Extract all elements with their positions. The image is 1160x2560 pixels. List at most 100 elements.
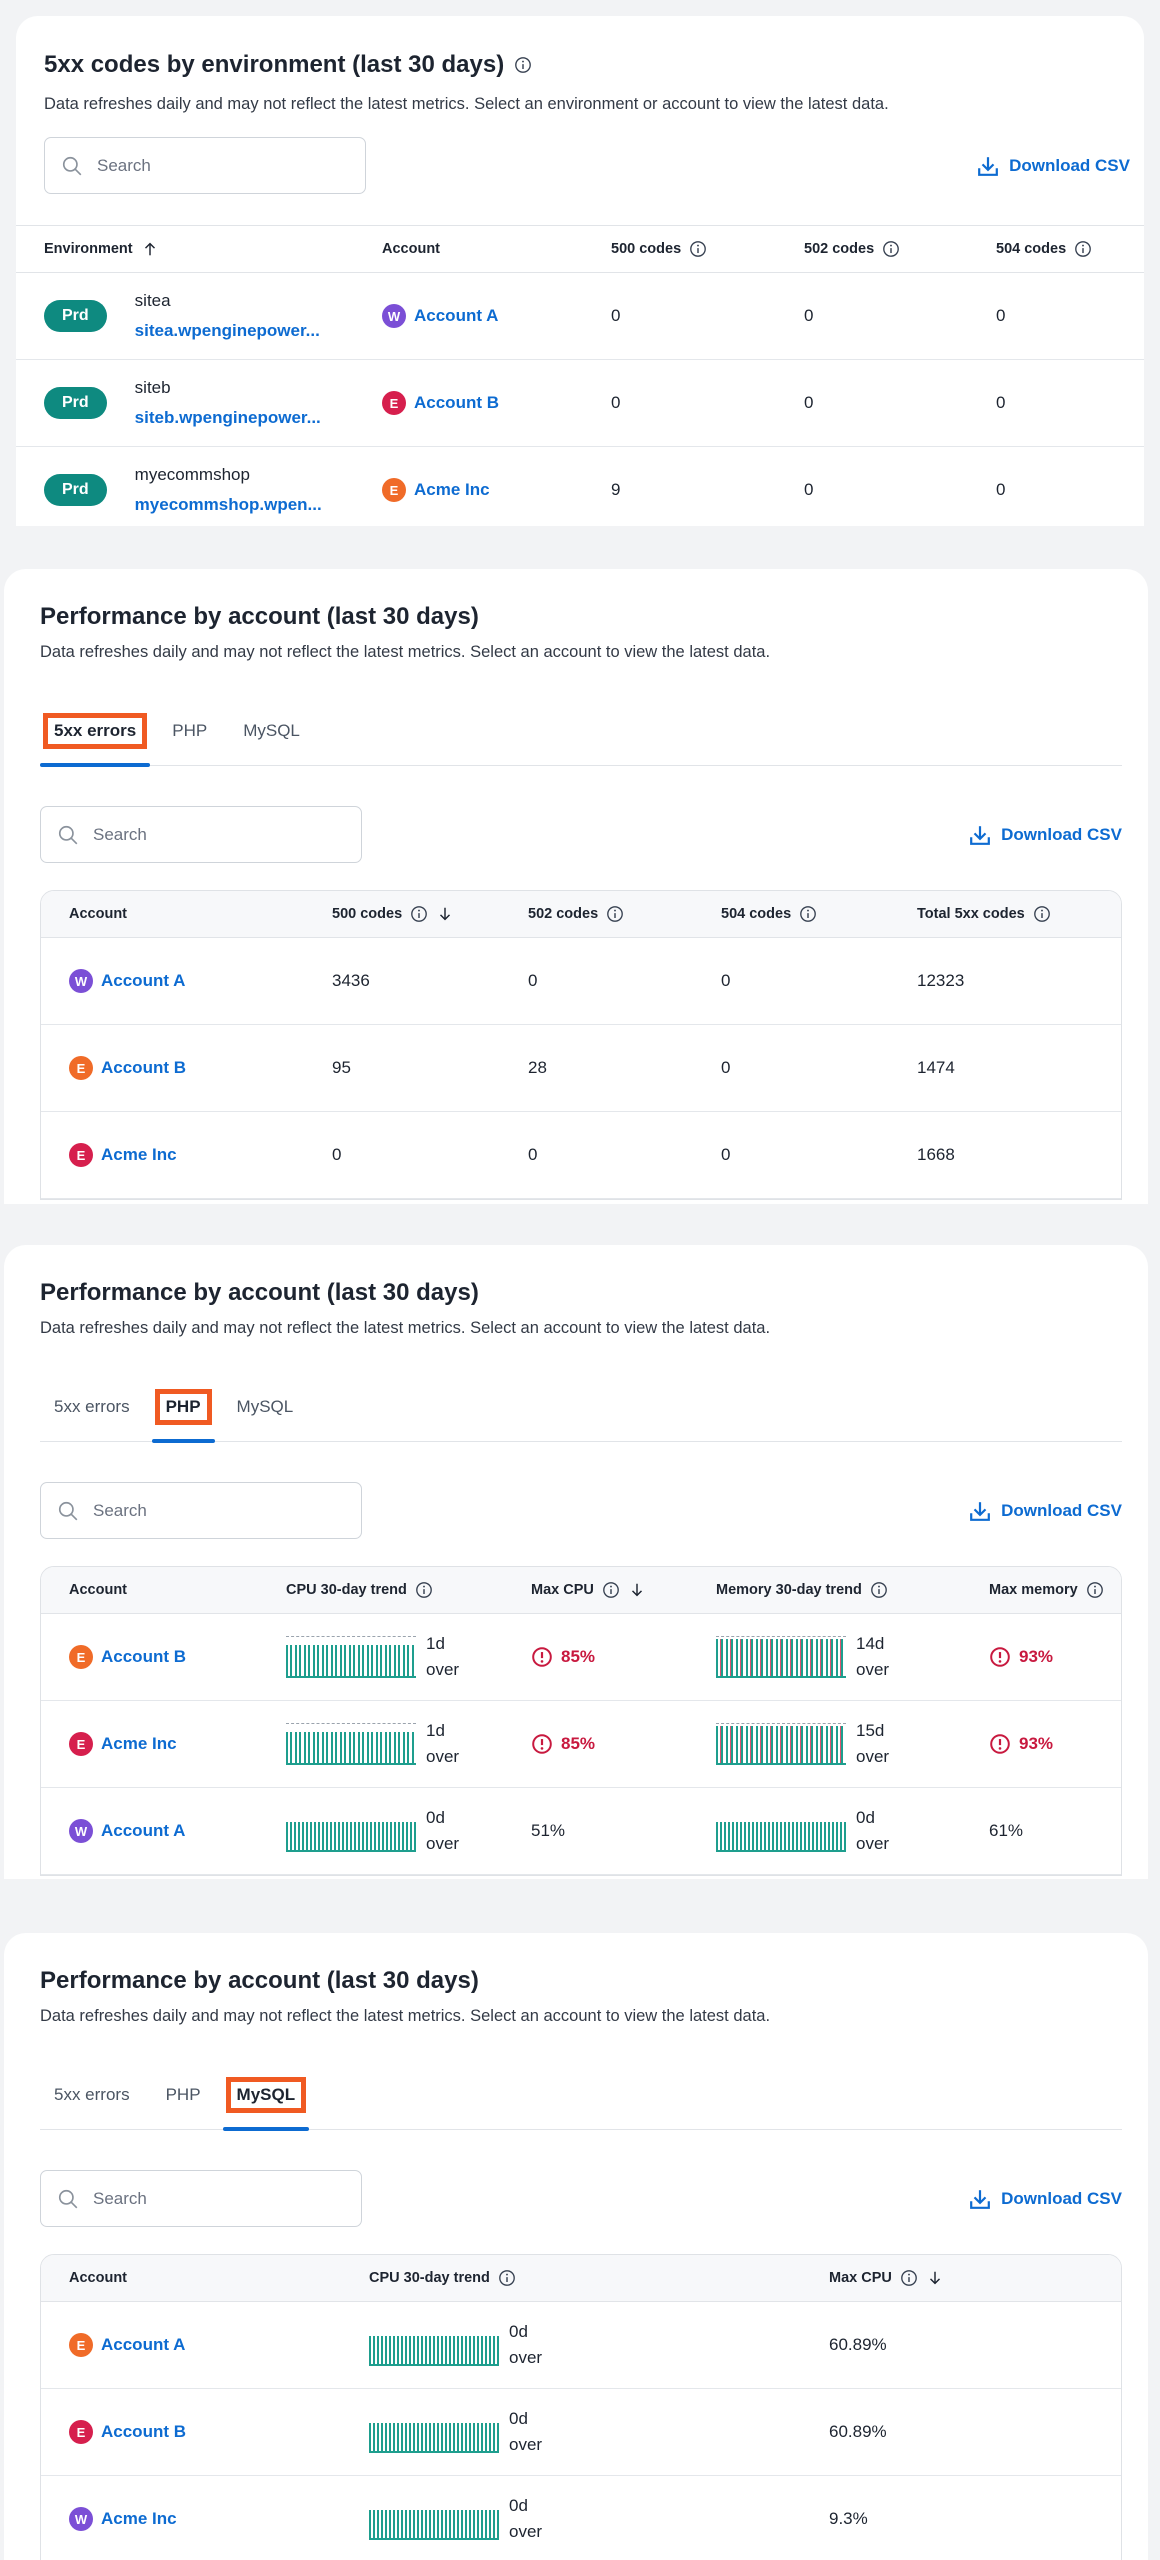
download-button[interactable]: Download CSV [969, 1500, 1122, 1522]
account-link[interactable]: Account A [101, 2335, 186, 2354]
data-table: Account CPU 30-day trend Max CPU E Account A… [40, 2254, 1122, 2560]
column-header: Max memory [989, 1581, 1121, 1599]
search-box[interactable]: Search [40, 1482, 362, 1539]
account-link[interactable]: Acme Inc [101, 2509, 177, 2528]
tab[interactable]: PHP [158, 697, 221, 765]
metric-value: 9.3% [829, 2509, 868, 2528]
metric-value: 93% [1019, 1734, 1054, 1753]
column-header: Memory 30-day trend [716, 1581, 989, 1599]
account-link[interactable]: Account A [101, 971, 186, 990]
environment-cell: Prd siteb siteb.wpenginepower... [16, 378, 382, 428]
account-link[interactable]: Account B [101, 1058, 186, 1077]
table-row: E Acme Inc 1d over 85% 15d over 93% [41, 1701, 1121, 1788]
account-cell: E Account A [41, 2333, 369, 2357]
info-icon [1033, 906, 1050, 922]
table-header: Account 500 codes 502 codes 504 codes Total … [41, 891, 1121, 938]
site-domain[interactable]: sitea.wpenginepower... [134, 321, 320, 340]
account-cell: W Account A [41, 1819, 286, 1843]
account-link[interactable]: Account B [101, 1647, 186, 1666]
metric-value: 0 [804, 306, 814, 325]
column-header[interactable]: 500 codes [332, 905, 528, 923]
search-box[interactable]: Search [40, 806, 362, 863]
info-icon [900, 2270, 917, 2286]
metric-value: 3436 [332, 971, 370, 990]
column-header[interactable]: Max CPU [531, 1581, 716, 1599]
account-avatar: W [69, 2507, 93, 2531]
account-link[interactable]: Acme Inc [101, 1734, 177, 1753]
metric-cell: 0 [332, 1145, 528, 1165]
sparkline [286, 1810, 416, 1852]
account-avatar: E [69, 1056, 93, 1080]
account-link[interactable]: Acme Inc [414, 480, 490, 499]
tab[interactable]: PHP [151, 1373, 215, 1443]
column-header: 502 codes [804, 240, 996, 258]
sparkline [716, 1723, 846, 1765]
table-row: W Account A 3436 0 0 12323 [41, 938, 1121, 1025]
tab[interactable]: MySQL [223, 1373, 308, 1441]
trend-cell: 0d over [369, 2493, 829, 2545]
site-domain[interactable]: siteb.wpenginepower... [134, 408, 321, 427]
site-domain[interactable]: myecommshop.wpen... [134, 495, 322, 514]
tab-label: PHP [172, 721, 208, 740]
download-icon [970, 1501, 990, 1521]
panel: Performance by account (last 30 days) Dat… [4, 569, 1148, 1204]
column-header: CPU 30-day trend [369, 2269, 829, 2287]
tab-label: PHP [154, 1389, 212, 1425]
trend-label: 0d over [509, 2496, 543, 2541]
metric-value: 1474 [917, 1058, 955, 1077]
column-label: 502 codes [528, 906, 599, 922]
search-icon [62, 156, 82, 175]
table-row: Prd siteb siteb.wpenginepower... E Account B… [16, 360, 1144, 447]
column-label: CPU 30-day trend [369, 2270, 490, 2286]
toolbar: Search Download CSV [44, 137, 1130, 194]
metric-cell: 0 [996, 480, 1144, 500]
column-header[interactable]: Max CPU [829, 2269, 1121, 2287]
site-name: myecommshop [134, 465, 250, 484]
account-link[interactable]: Account B [414, 393, 499, 412]
tab[interactable]: PHP [152, 2061, 215, 2129]
tab-bar: 5xx errors PHP MySQL [40, 2061, 1122, 2131]
table-row: W Account A 0d over 51% 0d over 61% [41, 1788, 1121, 1875]
column-header: 504 codes [721, 905, 917, 923]
info-icon [602, 1582, 619, 1598]
tab[interactable]: 5xx errors [40, 697, 151, 767]
search-box[interactable]: Search [40, 2170, 362, 2227]
tab-label: PHP [165, 2085, 201, 2104]
column-label: Account [69, 906, 127, 922]
tab[interactable]: MySQL [222, 2061, 310, 2131]
search-placeholder: Search [93, 824, 147, 844]
table-header: Account CPU 30-day trend Max CPU [41, 2255, 1121, 2302]
column-label: Account [69, 2270, 127, 2286]
data-table: Account 500 codes 502 codes 504 codes Total … [40, 890, 1122, 1200]
account-avatar: E [69, 1645, 93, 1669]
column-label: Environment [44, 241, 133, 257]
account-cell: E Account B [41, 1056, 332, 1080]
download-button[interactable]: Download CSV [977, 155, 1130, 177]
download-button[interactable]: Download CSV [969, 824, 1122, 846]
download-button[interactable]: Download CSV [969, 2188, 1122, 2210]
account-link[interactable]: Account A [414, 306, 499, 325]
desc-icon [440, 907, 451, 921]
account-link[interactable]: Acme Inc [101, 1145, 177, 1164]
column-label: Max CPU [531, 1582, 594, 1598]
metric-cell: 60.89% [829, 2335, 1121, 2355]
account-link[interactable]: Account A [101, 1821, 186, 1840]
trend-label: 0d over [856, 1808, 890, 1853]
environment-info: siteb siteb.wpenginepower... [135, 378, 321, 428]
metric-cell: 51% [531, 1821, 716, 1841]
trend-cell: 0d over [369, 2319, 829, 2371]
metric-value: 51% [531, 1821, 566, 1840]
tab[interactable]: MySQL [229, 697, 314, 765]
column-header[interactable]: Environment [16, 240, 382, 258]
panel: Performance by account (last 30 days) Dat… [4, 1245, 1148, 1879]
tab[interactable]: 5xx errors [40, 1373, 144, 1441]
account-link[interactable]: Account B [101, 2422, 186, 2441]
account-avatar: W [69, 969, 93, 993]
metric-cell: 9.3% [829, 2509, 1121, 2529]
metric-value: 95 [332, 1058, 351, 1077]
search-box[interactable]: Search [44, 137, 366, 194]
environment-info: myecommshop myecommshop.wpen... [135, 465, 322, 515]
column-label: Account [69, 1582, 127, 1598]
tab[interactable]: 5xx errors [40, 2061, 144, 2129]
trend-label: 0d over [426, 1808, 460, 1853]
